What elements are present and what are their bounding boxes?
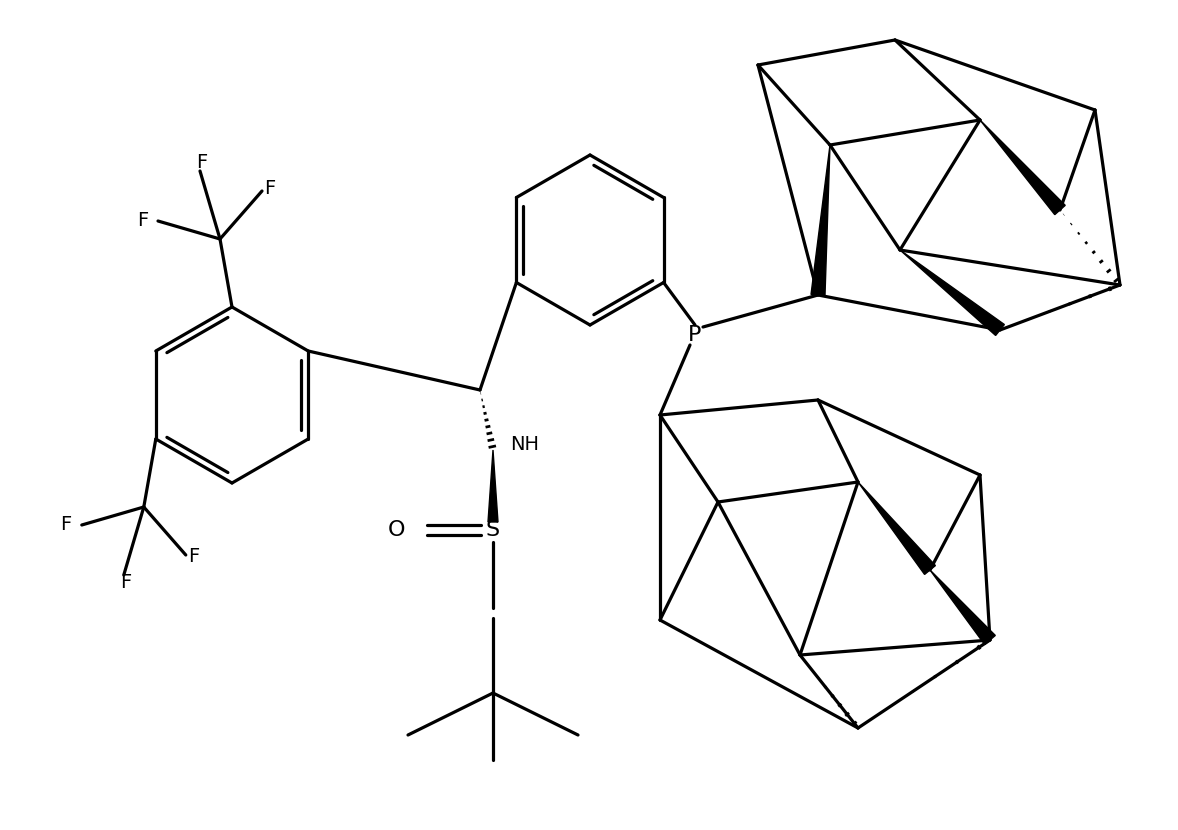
Polygon shape bbox=[858, 482, 935, 574]
Text: S: S bbox=[487, 520, 501, 540]
Text: O: O bbox=[388, 520, 405, 540]
Polygon shape bbox=[900, 250, 1005, 335]
Text: P: P bbox=[688, 325, 702, 345]
Polygon shape bbox=[488, 450, 498, 522]
Text: F: F bbox=[120, 574, 132, 593]
Text: F: F bbox=[188, 548, 199, 567]
Polygon shape bbox=[810, 145, 830, 295]
Text: F: F bbox=[264, 179, 276, 198]
Text: F: F bbox=[137, 212, 148, 231]
Polygon shape bbox=[980, 120, 1065, 215]
Text: NH: NH bbox=[510, 436, 540, 455]
Text: F: F bbox=[60, 515, 72, 535]
Text: F: F bbox=[197, 154, 207, 173]
Polygon shape bbox=[929, 570, 995, 645]
